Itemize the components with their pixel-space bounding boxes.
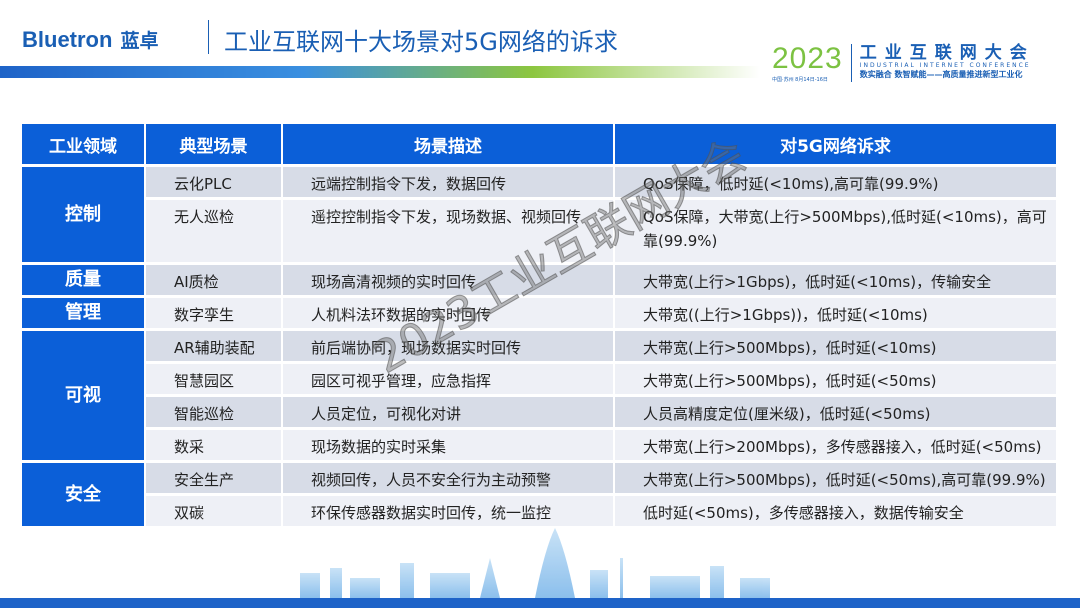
domain-cell: 质量	[22, 265, 146, 295]
scene-cell: 数采	[146, 430, 283, 460]
req-cell: 大带宽((上行>1Gbps))，低时延(<10ms)	[615, 298, 1058, 328]
req-cell: 大带宽(上行>500Mbps)，低时延(<10ms)	[615, 331, 1058, 361]
table-row: 安全 安全生产 视频回传，人员不安全行为主动预警 大带宽(上行>500Mbps)，低时…	[22, 463, 1058, 526]
scene-cell: 智能巡检	[146, 397, 283, 427]
table-row: 控制 云化PLC 远端控制指令下发，数据回传 QoS保障，低时延(<10ms),高可靠…	[22, 167, 1058, 262]
domain-cell: 管理	[22, 298, 146, 328]
column-header: 对5G网络诉求	[615, 124, 1058, 164]
table-row: 双碳 环保传感器数据实时回传，统一监控 低时延(<50ms)，多传感器接入，数据传输…	[22, 496, 1058, 526]
table-row: 智能巡检 人员定位，可视化对讲 人员高精度定位(厘米级)，低时延(<50ms)	[22, 397, 1058, 427]
domain-cell: 安全	[22, 463, 146, 526]
scene-cell: 安全生产	[146, 463, 283, 493]
conference-name: 工业互联网大会	[859, 43, 1035, 63]
req-cell: 大带宽(上行>500Mbps)，低时延(<50ms)	[615, 364, 1058, 394]
column-header: 场景描述	[283, 124, 615, 164]
scene-cell: 双碳	[146, 496, 283, 526]
req-cell: 低时延(<50ms)，多传感器接入，数据传输安全	[615, 496, 1058, 526]
logo-en: Bluetron	[22, 26, 113, 52]
req-cell: 大带宽(上行>500Mbps)，低时延(<50ms),高可靠(99.9%)	[615, 463, 1058, 493]
table-row: 智慧园区 园区可视乎管理，应急指挥 大带宽(上行>500Mbps)，低时延(<50m…	[22, 364, 1058, 394]
scene-cell: 数字孪生	[146, 298, 283, 328]
req-cell: 人员高精度定位(厘米级)，低时延(<50ms)	[615, 397, 1058, 427]
req-cell: QoS保障，大带宽(上行>500Mbps),低时延(<10ms)，高可靠(99.…	[615, 200, 1058, 262]
column-header: 典型场景	[146, 124, 283, 164]
header-row: 工业领域 典型场景 场景描述 对5G网络诉求	[22, 124, 1058, 164]
scene-cell: 无人巡检	[146, 200, 283, 262]
desc-cell: 环保传感器数据实时回传，统一监控	[283, 496, 615, 526]
table-row: 管理 数字孪生 人机料法环数据的实时回传 大带宽((上行>1Gbps))，低时延(<1…	[22, 298, 1058, 328]
desc-cell: 人机料法环数据的实时回传	[283, 298, 615, 328]
domain-cell: 控制	[22, 167, 146, 262]
req-cell: 大带宽(上行>1Gbps)，低时延(<10ms)，传输安全	[615, 265, 1058, 295]
desc-cell: 人员定位，可视化对讲	[283, 397, 615, 427]
scene-cell: 云化PLC	[146, 167, 283, 197]
scene-cell: AR辅助装配	[146, 331, 283, 361]
page-title: 工业互联网十大场景对5G网络的诉求	[224, 28, 618, 56]
conference-logo: 2023 中国·苏州 8月14日-16日 工业互联网大会 INDUSTRIAL IN…	[772, 42, 1035, 84]
desc-cell: 视频回传，人员不安全行为主动预警	[283, 463, 615, 493]
desc-cell: 远端控制指令下发，数据回传	[283, 167, 615, 197]
table-row: 数采 现场数据的实时采集 大带宽(上行>200Mbps)，多传感器接入，低时延(<5…	[22, 430, 1058, 460]
scene-cell: AI质检	[146, 265, 283, 295]
requirements-table: 工业领域 典型场景 场景描述 对5G网络诉求 控制 云化PLC 远端控制指令下发，数据回传…	[22, 121, 1058, 529]
table-row: 无人巡检 遥控控制指令下发，现场数据、视频回传 QoS保障，大带宽(上行>500Mb…	[22, 200, 1058, 262]
conference-en: INDUSTRIAL INTERNET CONFERENCE	[859, 62, 1031, 69]
table-row: 质量 AI质检 现场高清视频的实时回传 大带宽(上行>1Gbps)，低时延(<10ms…	[22, 265, 1058, 295]
desc-cell: 遥控控制指令下发，现场数据、视频回传	[283, 200, 615, 262]
scene-cell: 智慧园区	[146, 364, 283, 394]
column-header: 工业领域	[22, 124, 146, 164]
table-row: 可视 AR辅助装配 前后端协同，现场数据实时回传 大带宽(上行>500Mbps)，低时…	[22, 331, 1058, 460]
req-cell: QoS保障，低时延(<10ms),高可靠(99.9%)	[615, 167, 1058, 197]
bluetron-logo: Bluetron 蓝卓	[22, 26, 158, 53]
conference-divider	[850, 44, 852, 82]
conference-year: 2023	[772, 42, 843, 75]
desc-cell: 园区可视乎管理，应急指挥	[283, 364, 615, 394]
req-cell: 大带宽(上行>200Mbps)，多传感器接入，低时延(<50ms)	[615, 430, 1058, 460]
logo-cn: 蓝卓	[120, 30, 159, 52]
domain-cell: 可视	[22, 331, 146, 460]
conference-date: 中国·苏州 8月14日-16日	[772, 77, 828, 83]
conference-slogan: 数实融合 数智赋能——高质量推进新型工业化	[859, 70, 1023, 79]
city-skyline-footer	[0, 528, 1080, 608]
desc-cell: 现场高清视频的实时回传	[283, 265, 615, 295]
desc-cell: 前后端协同，现场数据实时回传	[283, 331, 615, 361]
divider	[208, 20, 209, 54]
desc-cell: 现场数据的实时采集	[283, 430, 615, 460]
header-band	[0, 66, 760, 78]
